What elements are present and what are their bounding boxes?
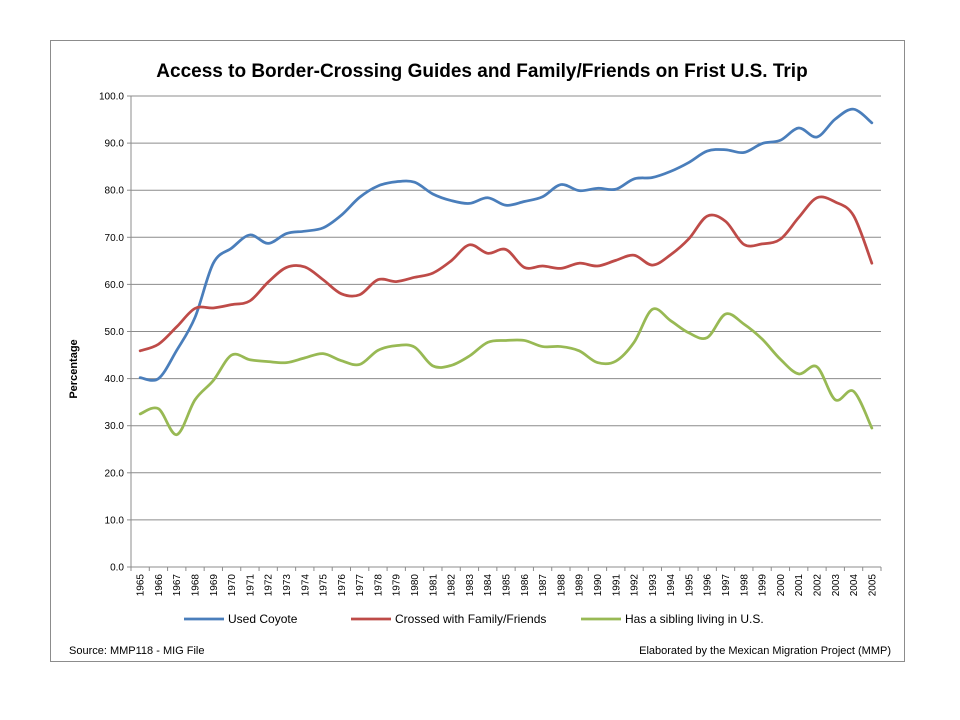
x-tick-label: 2002 bbox=[812, 574, 823, 597]
x-tick-label: 1999 bbox=[758, 574, 769, 597]
x-tick-label: 1983 bbox=[465, 574, 476, 597]
x-tick-label: 2001 bbox=[794, 574, 805, 597]
x-tick-label: 1985 bbox=[502, 574, 513, 597]
x-tick-label: 1995 bbox=[684, 574, 695, 597]
x-tick-label: 1989 bbox=[575, 574, 586, 597]
credit-note: Elaborated by the Mexican Migration Proj… bbox=[639, 645, 891, 657]
x-tick-label: 1978 bbox=[373, 574, 384, 597]
x-tick-label: 1969 bbox=[209, 574, 220, 597]
x-tick-label: 2004 bbox=[849, 574, 860, 597]
y-tick-label: 80.0 bbox=[105, 186, 125, 197]
x-tick-label: 1996 bbox=[703, 574, 714, 597]
y-tick-label: 70.0 bbox=[105, 233, 125, 244]
x-tick-label: 1982 bbox=[447, 574, 458, 597]
x-tick-label: 2000 bbox=[776, 574, 787, 597]
gridlines bbox=[131, 95, 881, 568]
x-tick-label: 1997 bbox=[721, 574, 732, 597]
x-tick-label: 1976 bbox=[337, 574, 348, 597]
y-tick-label: 30.0 bbox=[105, 421, 125, 432]
x-tick-label: 2005 bbox=[867, 574, 878, 597]
y-tick-label: 60.0 bbox=[105, 280, 125, 291]
x-tick-label: 1980 bbox=[410, 574, 421, 597]
x-tick-label: 1991 bbox=[611, 574, 622, 597]
y-tick-label: 20.0 bbox=[105, 468, 125, 479]
x-tick-label: 1972 bbox=[264, 574, 275, 597]
series-lines bbox=[138, 107, 874, 437]
x-tick-label: 1973 bbox=[282, 574, 293, 597]
y-tick-label: 40.0 bbox=[105, 374, 125, 385]
x-tick-label: 1984 bbox=[483, 574, 494, 597]
x-tick-label: 1970 bbox=[227, 574, 238, 597]
x-tick-label: 1977 bbox=[355, 574, 366, 597]
series-line-has-a-sibling-living-in-u-s bbox=[138, 307, 874, 437]
x-tick-label: 1994 bbox=[666, 574, 677, 597]
y-tick-label: 50.0 bbox=[105, 327, 125, 338]
x-tick-label: 1988 bbox=[556, 574, 567, 597]
legend-label: Used Coyote bbox=[228, 612, 298, 626]
legend-label: Crossed with Family/Friends bbox=[395, 612, 546, 626]
x-tick-label: 1974 bbox=[300, 574, 311, 597]
chart-title: Access to Border-Crossing Guides and Fam… bbox=[156, 61, 807, 82]
series-line-used-coyote bbox=[138, 107, 874, 382]
x-tick-label: 1971 bbox=[245, 574, 256, 597]
chart-svg: Access to Border-Crossing Guides and Fam… bbox=[68, 61, 891, 657]
x-tick-label: 1966 bbox=[154, 574, 165, 597]
x-tick-label: 1975 bbox=[319, 574, 330, 597]
y-tick-label: 100.0 bbox=[99, 92, 124, 103]
x-tick-label: 1986 bbox=[520, 574, 531, 597]
series-line-crossed-with-family-friends bbox=[138, 195, 874, 353]
x-tick-label: 1998 bbox=[739, 574, 750, 597]
legend-label: Has a sibling living in U.S. bbox=[625, 612, 764, 626]
y-tick-label: 90.0 bbox=[105, 139, 125, 150]
x-tick-label: 1965 bbox=[136, 574, 147, 597]
x-tick-label: 1967 bbox=[172, 574, 183, 597]
x-tick-label: 1990 bbox=[593, 574, 604, 597]
x-tick-label: 1981 bbox=[428, 574, 439, 597]
source-note: Source: MMP118 - MIG File bbox=[69, 645, 205, 657]
legend: Used Coyote Crossed with Family/Friends Ha… bbox=[184, 612, 764, 626]
axes: 0.0 10.0 20.0 30.0 40.0 50.0 60.0 70.0 80.0 90.0 1… bbox=[99, 92, 882, 597]
x-tick-label: 1993 bbox=[648, 574, 659, 597]
y-tick-label: 0.0 bbox=[110, 563, 124, 574]
y-tick-label: 10.0 bbox=[105, 515, 125, 526]
x-tick-label: 1968 bbox=[191, 574, 202, 597]
y-axis-label: Percentage bbox=[68, 339, 80, 398]
x-tick-label: 1987 bbox=[538, 574, 549, 597]
x-tick-label: 1979 bbox=[392, 574, 403, 597]
chart-frame: Access to Border-Crossing Guides and Fam… bbox=[50, 40, 905, 662]
x-tick-label: 2003 bbox=[831, 574, 842, 597]
x-tick-label: 1992 bbox=[630, 574, 641, 597]
